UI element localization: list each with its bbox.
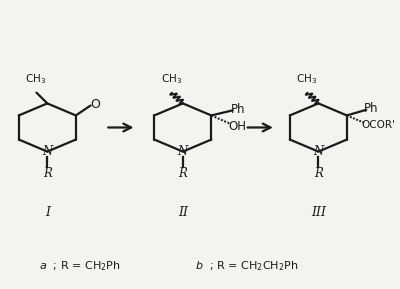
Text: $a$  ; R = CH$_2$Ph: $a$ ; R = CH$_2$Ph xyxy=(40,260,121,273)
Text: I: I xyxy=(45,206,50,219)
Text: R: R xyxy=(178,167,187,180)
Text: O: O xyxy=(90,98,100,111)
Text: N: N xyxy=(313,145,324,158)
Text: III: III xyxy=(311,206,326,219)
Text: Ph: Ph xyxy=(230,103,245,116)
Text: N: N xyxy=(178,145,188,158)
Text: Ph: Ph xyxy=(364,102,378,115)
Text: R: R xyxy=(43,167,52,180)
Text: CH$_3$: CH$_3$ xyxy=(25,72,46,86)
Text: R: R xyxy=(314,167,323,180)
Text: II: II xyxy=(178,206,188,219)
Text: OCOR': OCOR' xyxy=(361,120,395,130)
Text: $b$  ; R = CH$_2$CH$_2$Ph: $b$ ; R = CH$_2$CH$_2$Ph xyxy=(195,260,298,273)
Text: N: N xyxy=(42,145,52,158)
Text: OH: OH xyxy=(229,120,247,133)
Text: CH$_3$: CH$_3$ xyxy=(161,72,182,86)
Text: CH$_3$: CH$_3$ xyxy=(296,72,317,86)
